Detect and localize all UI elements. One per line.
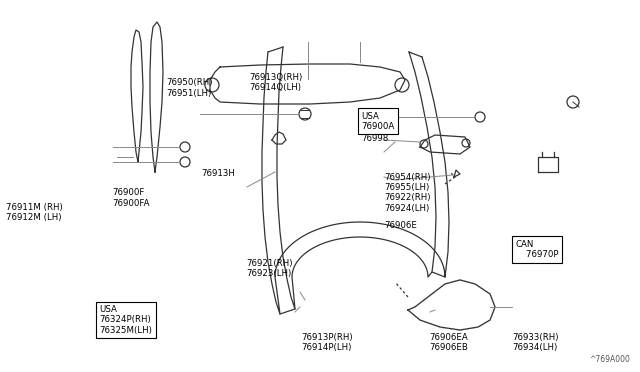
Text: USA
76324P(RH)
76325M(LH): USA 76324P(RH) 76325M(LH) [99,305,152,335]
Text: 76954(RH)
76955(LH): 76954(RH) 76955(LH) [384,173,431,192]
Text: USA
76900A: USA 76900A [362,112,395,131]
Text: 76911M (RH)
76912M (LH): 76911M (RH) 76912M (LH) [6,203,63,222]
Text: 76913P(RH)
76914P(LH): 76913P(RH) 76914P(LH) [301,333,353,352]
Text: 76900FA: 76900FA [112,199,150,208]
Text: 76950(RH)
76951(LH): 76950(RH) 76951(LH) [166,78,213,97]
Text: CAN
    76970P: CAN 76970P [515,240,559,259]
Text: 76906EA
76906EB: 76906EA 76906EB [429,333,468,352]
Text: 76921(RH)
76923(LH): 76921(RH) 76923(LH) [246,259,293,278]
Polygon shape [408,280,495,330]
Text: 76998: 76998 [362,134,389,143]
Text: ^769A000: ^769A000 [589,355,630,364]
Text: 76913H: 76913H [202,169,236,178]
Text: 76913Q(RH)
76914Q(LH): 76913Q(RH) 76914Q(LH) [250,73,303,92]
Text: 76906E: 76906E [384,221,417,230]
Text: 76922(RH)
76924(LH): 76922(RH) 76924(LH) [384,193,431,213]
Text: 76900F: 76900F [112,188,145,197]
Text: 76933(RH)
76934(LH): 76933(RH) 76934(LH) [512,333,559,352]
